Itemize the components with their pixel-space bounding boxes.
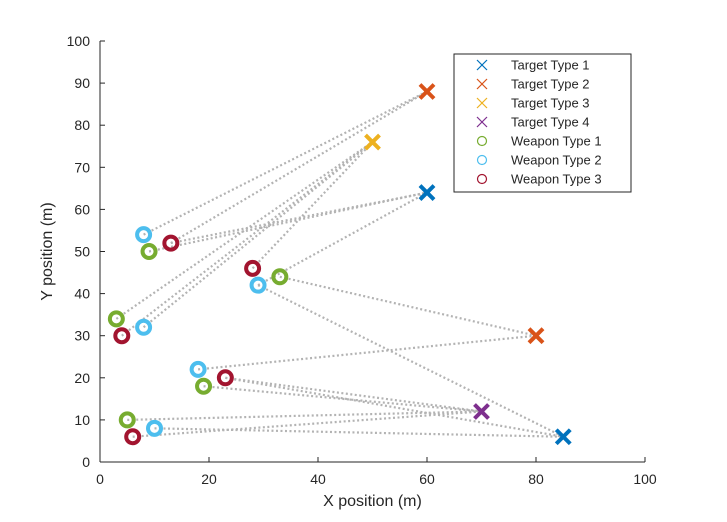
legend-marker-target-type-3: [476, 97, 488, 109]
assignment-line-2: [170, 90, 428, 245]
y-tick-label: 10: [74, 412, 90, 428]
y-tick-label: 80: [74, 117, 90, 133]
y-tick-label: 40: [74, 286, 90, 302]
x-tick-label: 0: [96, 471, 104, 487]
y-tick-label: 30: [74, 328, 90, 344]
legend-entry-weapon-type-2: Weapon Type 2: [511, 153, 602, 168]
y-tick-label: 20: [74, 370, 90, 386]
weapon-type-3-point-4: [216, 369, 234, 387]
y-tick-label: 50: [74, 244, 90, 260]
y-tick-label: 100: [67, 33, 91, 49]
legend-marker-weapon-type-2: [476, 154, 488, 166]
assignment-line-1: [143, 90, 428, 236]
target-type-1-point-2: [554, 428, 572, 446]
axes: 0 20 40 60 80 100 0 10 20 30 40 50 60 70 80 90 100: [67, 33, 657, 487]
x-tick-label: 60: [419, 471, 435, 487]
weapon-type-2-point-5: [146, 419, 163, 437]
legend-marker-target-type-1: [476, 59, 488, 71]
target-type-3-point-1: [364, 133, 381, 151]
assignment-lines: [115, 90, 564, 438]
weapon-type-1-point-1: [140, 243, 158, 260]
assignment-line-4: [170, 191, 428, 245]
target-type-2-point-2: [527, 327, 545, 345]
legend-entry-target-type-1: Target Type 1: [511, 58, 590, 73]
x-tick-label: 20: [201, 471, 217, 487]
x-tick-label: 80: [528, 471, 544, 487]
assignment-line-6: [251, 141, 374, 270]
legend-entry-target-type-4: Target Type 4: [511, 115, 590, 130]
weapon-type-3-point-1: [162, 234, 180, 252]
weapon-type-1-point-4: [195, 377, 213, 395]
weapon-type-3-point-2: [244, 259, 262, 277]
legend-entry-target-type-3: Target Type 3: [511, 96, 590, 111]
legend-entry-weapon-type-3: Weapon Type 3: [511, 172, 602, 187]
target-type-2-point-1: [418, 83, 436, 100]
y-tick-label: 0: [82, 454, 90, 470]
y-tick-label: 60: [74, 201, 90, 217]
x-axis-label: X position (m): [323, 493, 422, 510]
weapon-type-2-point-4: [189, 360, 207, 378]
legend-entry-weapon-type-1: Weapon Type 1: [511, 134, 602, 149]
assignment-line-17: [225, 376, 564, 438]
legend-marker-weapon-type-1: [476, 135, 488, 147]
legend-marker-target-type-4: [476, 116, 488, 128]
assignment-line-15: [127, 410, 482, 421]
y-axis-label: Y position (m): [39, 202, 56, 300]
assignment-line-5: [257, 191, 428, 287]
weapon-type-2-point-3: [135, 318, 153, 336]
legend-marker-weapon-type-3: [476, 173, 488, 185]
legend-marker-target-type-2: [476, 78, 488, 90]
legend: Target Type 1 Target Type 2 Target Type 3 T…: [453, 53, 632, 193]
target-type-1-point-1: [418, 184, 436, 201]
target-type-4-point-1: [473, 403, 490, 420]
weapon-type-2-point-2: [249, 276, 267, 294]
y-tick-label: 70: [74, 159, 90, 175]
legend-entry-target-type-2: Target Type 2: [511, 77, 590, 92]
weapon-type-1-point-3: [107, 310, 125, 328]
weapon-type-2-point-1: [135, 226, 153, 244]
weapon-type-1-point-5: [118, 411, 136, 429]
x-tick-label: 100: [633, 471, 657, 487]
y-tick-label: 90: [74, 75, 90, 91]
weapon-type-3-point-3: [113, 327, 131, 345]
weapon-type-3-point-5: [124, 428, 142, 446]
assignment-line-9: [121, 141, 374, 337]
assignment-line-10: [279, 275, 537, 337]
assignment-line-14: [203, 385, 482, 413]
weapon-type-1-point-2: [271, 268, 289, 286]
assignment-line-18: [154, 427, 564, 438]
markers: [107, 83, 572, 446]
x-tick-label: 40: [310, 471, 326, 487]
assignment-line-12: [257, 284, 564, 438]
